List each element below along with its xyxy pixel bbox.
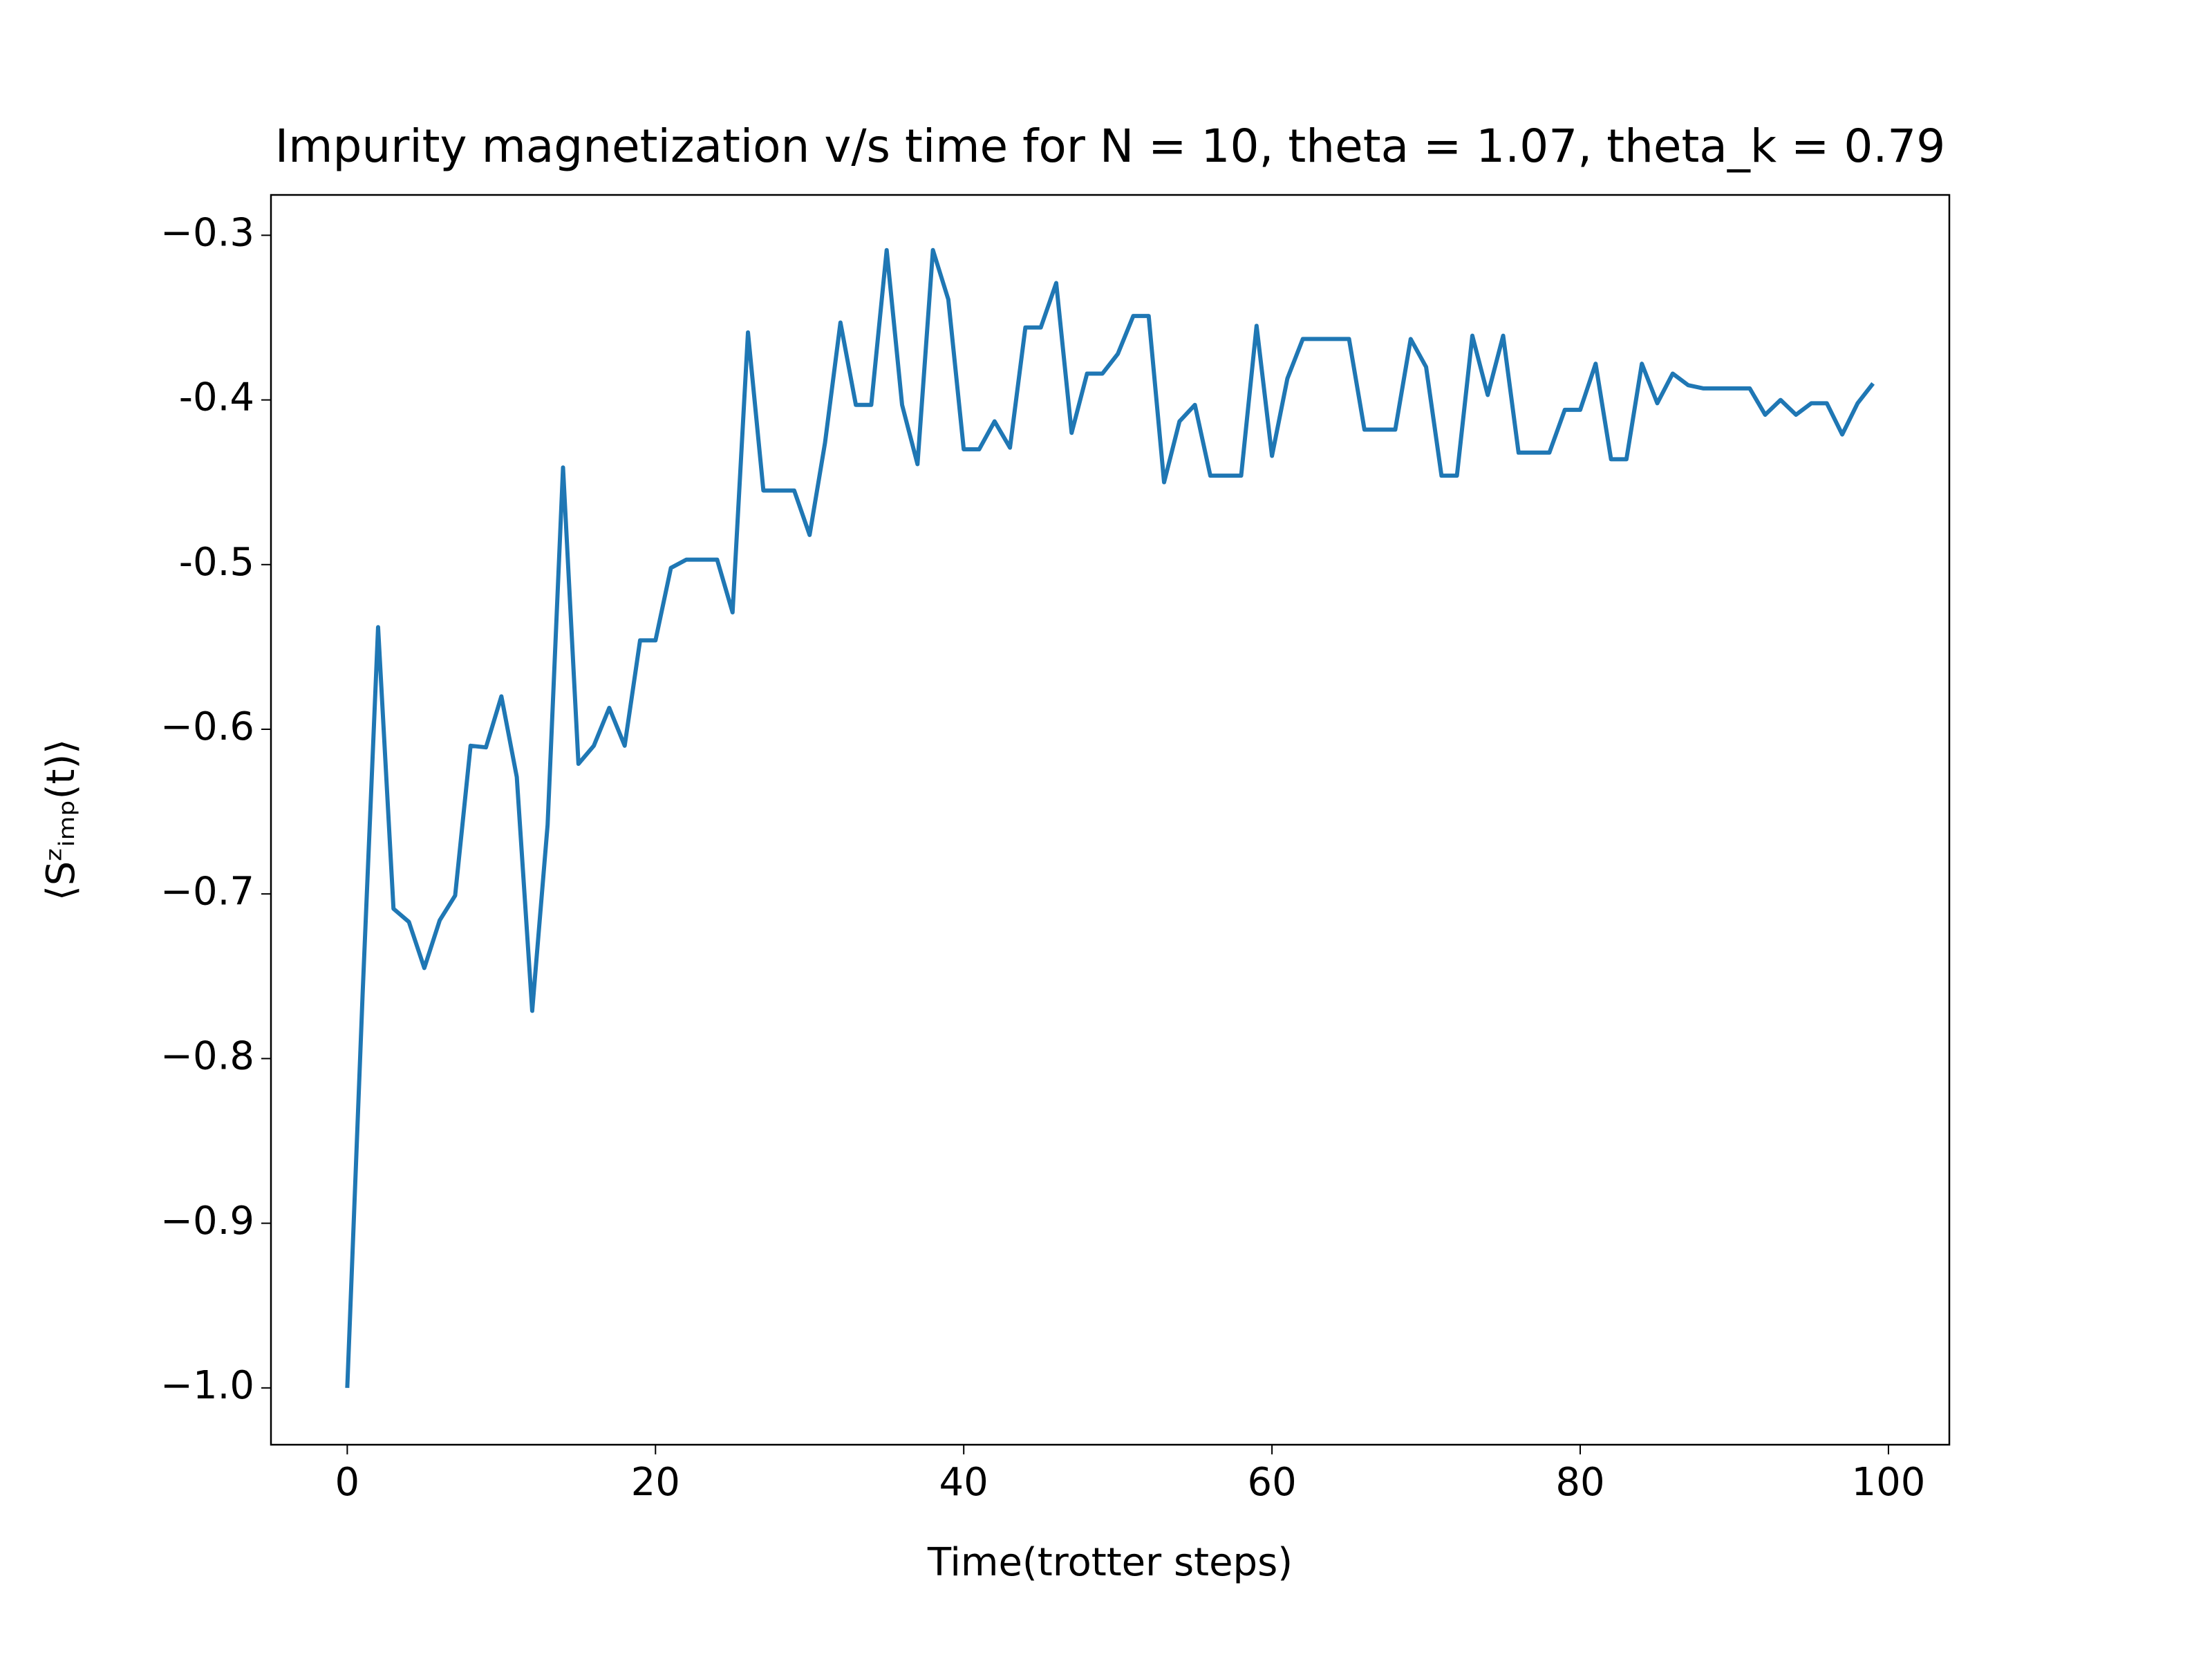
x-tick-label: 20 [631,1460,680,1505]
y-axis-label: ⟨Sᶻᵢₘₚ(t)⟩ [39,739,84,901]
x-tick-label: 60 [1247,1460,1296,1505]
y-tick-label: −1.0 [160,1363,254,1408]
x-tick-label: 80 [1555,1460,1604,1505]
y-tick-label: −0.8 [160,1034,254,1079]
plot-frame [270,194,1951,1446]
x-axis-label: Time(trotter steps) [927,1540,1293,1585]
y-tick-label: -0.5 [179,540,254,585]
y-tick-label: -0.4 [179,375,254,420]
y-tick-label: −0.7 [160,869,254,914]
y-tick-label: −0.6 [160,704,254,749]
y-tick-label: −0.9 [160,1199,254,1244]
y-tick-label: −0.3 [160,211,254,256]
x-tick-label: 0 [335,1460,360,1505]
x-tick-label: 40 [939,1460,988,1505]
x-tick-label: 100 [1851,1460,1925,1505]
chart-title: Impurity magnetization v/s time for N = … [275,120,1946,173]
data-line [345,247,1875,1388]
